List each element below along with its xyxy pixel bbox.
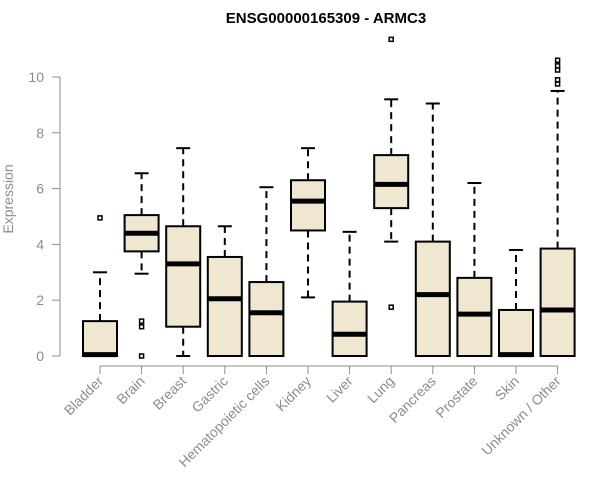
x-tick-label: Bladder	[61, 373, 107, 419]
boxes-layer	[82, 36, 576, 359]
outlier-point	[554, 81, 561, 87]
y-tick-label: 4	[36, 236, 44, 252]
box-iqr	[165, 225, 202, 328]
x-tick-label: Skin	[492, 373, 523, 404]
y-axis: 0 2 4 6 8 10	[28, 69, 61, 364]
y-tick-label: 0	[36, 348, 44, 364]
chart-title: ENSG00000165309 - ARMC3	[226, 10, 426, 27]
outlier-point	[554, 77, 561, 83]
outlier-point	[554, 67, 561, 73]
x-tick-label: Liver	[323, 373, 356, 406]
box-iqr	[206, 255, 243, 357]
box-group	[206, 225, 243, 357]
y-tick-label: 2	[36, 292, 44, 308]
outlier-point	[554, 57, 561, 64]
box-iqr	[82, 320, 118, 357]
box-iqr	[539, 247, 576, 358]
outlier-point	[97, 215, 103, 221]
outlier-point	[554, 63, 561, 69]
outlier-point	[138, 323, 145, 330]
x-tick-label: Brain	[113, 373, 147, 407]
box-iqr	[498, 308, 534, 357]
outlier-point	[138, 318, 145, 324]
outlier-point	[138, 353, 145, 359]
box-iqr	[373, 154, 410, 210]
box-group	[82, 215, 118, 358]
outlier-point	[388, 304, 394, 310]
y-tick-label: 8	[36, 125, 44, 141]
x-tick-label: Breast	[149, 373, 189, 413]
box-group	[290, 147, 326, 299]
box-iqr	[456, 276, 493, 358]
box-group	[456, 182, 493, 358]
box-group	[123, 172, 160, 359]
box-group	[165, 147, 202, 357]
box-group	[248, 186, 285, 357]
y-tick-label: 6	[36, 181, 44, 197]
x-tick-label: Prostate	[432, 373, 480, 421]
x-tick-label: Kidney	[273, 373, 315, 415]
x-tick-label: Lung	[364, 373, 397, 406]
y-axis-label: Expression	[0, 164, 16, 233]
box-group	[373, 36, 410, 310]
box-group	[331, 230, 368, 357]
outlier-point	[388, 36, 394, 43]
box-iqr	[331, 300, 368, 357]
box-iqr	[414, 240, 451, 357]
box-group	[498, 248, 534, 358]
box-iqr	[248, 281, 285, 357]
box-group	[539, 57, 576, 358]
box-group	[414, 102, 451, 357]
x-tick-label: Unknown / Other	[478, 373, 564, 459]
box-iqr	[290, 179, 326, 232]
y-tick-label: 10	[28, 69, 44, 85]
